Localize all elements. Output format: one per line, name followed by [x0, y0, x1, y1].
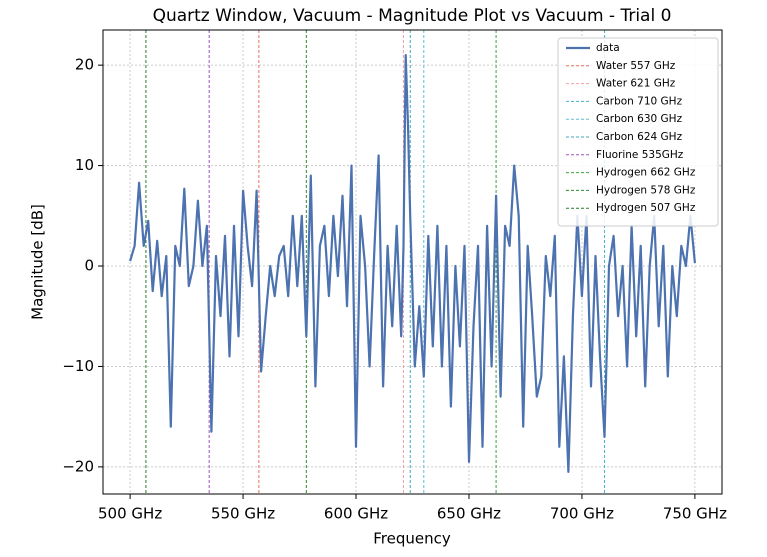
legend-label: data — [596, 42, 620, 54]
legend-label: Carbon 624 GHz — [596, 131, 683, 143]
legend-label: Hydrogen 507 GHz — [596, 202, 696, 214]
y-tick-label: 20 — [75, 56, 94, 74]
y-tick-label: −20 — [62, 457, 94, 475]
chart-title: Quartz Window, Vacuum - Magnitude Plot v… — [153, 6, 672, 26]
plot-frame — [102, 29, 723, 495]
y-axis-label: Magnitude [dB] — [29, 204, 47, 320]
x-tick-label: 550 GHz — [211, 505, 275, 523]
legend-label: Water 557 GHz — [596, 60, 676, 72]
legend-label: Hydrogen 578 GHz — [596, 184, 696, 196]
x-tick-label: 600 GHz — [324, 505, 388, 523]
legend-label: Carbon 630 GHz — [596, 113, 683, 125]
x-tick-label: 650 GHz — [437, 505, 501, 523]
x-axis-label: Frequency — [373, 530, 451, 548]
y-tick-label: −10 — [62, 357, 94, 375]
y-tick-label: 10 — [75, 156, 94, 174]
legend-label: Carbon 710 GHz — [596, 95, 683, 107]
y-tick-label: 0 — [84, 257, 94, 275]
x-tick-label: 700 GHz — [550, 505, 614, 523]
legend-label: Water 621 GHz — [596, 78, 676, 90]
x-tick-label: 750 GHz — [663, 505, 727, 523]
x-tick-label: 500 GHz — [98, 505, 162, 523]
legend-label: Fluorine 535GHz — [596, 149, 684, 161]
legend-label: Hydrogen 662 GHz — [596, 167, 696, 179]
data-line — [129, 54, 696, 473]
legend-box — [557, 37, 719, 227]
